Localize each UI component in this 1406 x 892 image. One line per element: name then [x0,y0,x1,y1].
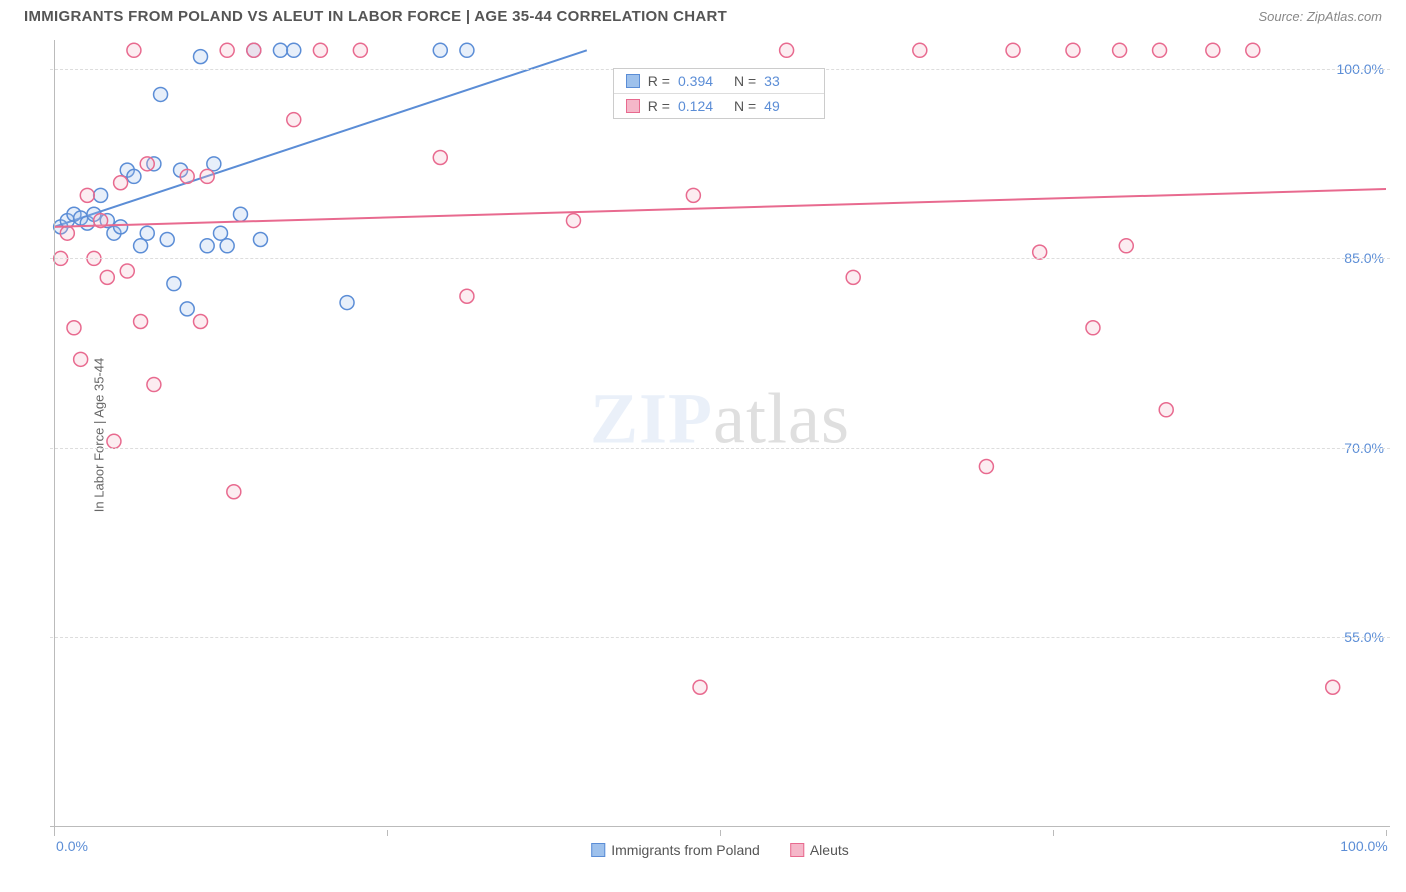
data-point-aleuts [107,434,121,448]
data-point-aleuts [1119,239,1133,253]
legend-item-aleuts: Aleuts [790,842,849,858]
data-point-aleuts [227,485,241,499]
data-point-aleuts [846,270,860,284]
data-point-aleuts [1326,680,1340,694]
data-point-aleuts [200,169,214,183]
data-point-aleuts [693,680,707,694]
trend-line-poland [54,50,587,227]
series-legend: Immigrants from Poland Aleuts [591,842,849,858]
data-point-poland [114,220,128,234]
data-point-aleuts [1153,43,1167,57]
data-point-aleuts [220,43,234,57]
data-point-poland [154,87,168,101]
legend-item-poland: Immigrants from Poland [591,842,760,858]
data-point-aleuts [140,157,154,171]
data-point-poland [253,233,267,247]
data-point-aleuts [1006,43,1020,57]
data-point-aleuts [287,113,301,127]
scatter-plot [50,40,1390,830]
data-point-poland [220,239,234,253]
data-point-poland [200,239,214,253]
data-point-poland [233,207,247,221]
source-attribution: Source: ZipAtlas.com [1258,9,1382,24]
data-point-aleuts [1206,43,1220,57]
data-point-aleuts [566,214,580,228]
data-point-poland [134,239,148,253]
data-point-poland [140,226,154,240]
correlation-legend: R = 0.394 N = 33 R = 0.124 N = 49 [613,68,825,119]
data-point-poland [194,50,208,64]
data-point-poland [127,169,141,183]
legend-row-poland: R = 0.394 N = 33 [614,69,824,93]
data-point-aleuts [353,43,367,57]
data-point-aleuts [180,169,194,183]
data-point-aleuts [60,226,74,240]
data-point-poland [207,157,221,171]
data-point-poland [214,226,228,240]
data-point-aleuts [979,460,993,474]
trend-line-aleuts [54,189,1386,227]
data-point-poland [287,43,301,57]
data-point-aleuts [127,43,141,57]
data-point-aleuts [913,43,927,57]
data-point-poland [273,43,287,57]
data-point-aleuts [433,151,447,165]
data-point-aleuts [194,314,208,328]
data-point-aleuts [80,188,94,202]
x-tick-label: 100.0% [1340,838,1387,854]
data-point-poland [94,188,108,202]
chart-title: IMMIGRANTS FROM POLAND VS ALEUT IN LABOR… [24,8,727,25]
legend-row-aleuts: R = 0.124 N = 49 [614,93,824,118]
data-point-aleuts [780,43,794,57]
data-point-aleuts [67,321,81,335]
data-point-poland [180,302,194,316]
data-point-aleuts [1113,43,1127,57]
data-point-aleuts [94,214,108,228]
data-point-aleuts [114,176,128,190]
data-point-poland [160,233,174,247]
data-point-aleuts [460,289,474,303]
data-point-aleuts [1246,43,1260,57]
data-point-aleuts [100,270,114,284]
data-point-aleuts [1066,43,1080,57]
data-point-poland [460,43,474,57]
data-point-aleuts [1159,403,1173,417]
data-point-poland [433,43,447,57]
data-point-aleuts [147,378,161,392]
data-point-aleuts [74,352,88,366]
data-point-aleuts [134,314,148,328]
data-point-poland [340,296,354,310]
data-point-aleuts [313,43,327,57]
data-point-aleuts [1033,245,1047,259]
data-point-aleuts [247,43,261,57]
data-point-poland [167,277,181,291]
data-point-aleuts [686,188,700,202]
data-point-aleuts [120,264,134,278]
x-tick-label: 0.0% [56,838,88,854]
data-point-aleuts [1086,321,1100,335]
chart-container: In Labor Force | Age 35-44 55.0%70.0%85.… [50,40,1390,830]
